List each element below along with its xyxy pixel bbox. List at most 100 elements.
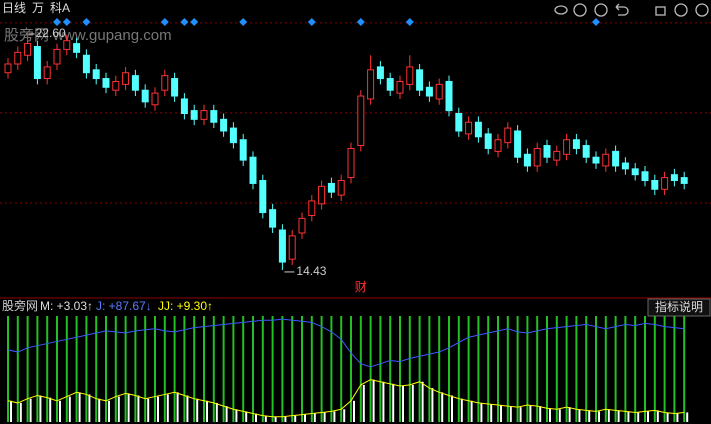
candle-body [122, 72, 130, 85]
jj-label: JJ: +9.30↑ [158, 299, 213, 313]
candle-body [367, 69, 375, 100]
stock[interactable]: 科A [50, 1, 70, 15]
unit[interactable]: 万 [32, 1, 44, 15]
m-label: M: +3.03↑ [40, 299, 93, 313]
signal-marker [356, 18, 365, 26]
candle-body [680, 177, 688, 184]
signal-marker [592, 18, 600, 26]
indicator-button[interactable] [647, 298, 711, 317]
indicator-name: 股旁网 [2, 298, 38, 313]
candle-body [661, 177, 669, 190]
candle-body [43, 66, 51, 80]
candle-body [670, 174, 678, 182]
signal-marker [405, 18, 414, 26]
candle-body [239, 139, 247, 161]
candle-body [612, 150, 620, 167]
zoom-in-icon[interactable] [674, 3, 688, 17]
candle-body [278, 229, 286, 263]
candle-body [553, 150, 561, 161]
toolbar-icons [554, 3, 709, 17]
candle-body [465, 121, 473, 135]
candle-body [484, 133, 492, 149]
period[interactable]: 日线 [2, 1, 26, 15]
signal-marker [180, 18, 189, 26]
event-marker: 财 [355, 280, 367, 294]
candle-body [386, 78, 394, 91]
candle-body [112, 80, 120, 91]
candle-body [229, 127, 237, 144]
candle-body [131, 75, 139, 91]
candle-body [455, 113, 463, 132]
candle-body [259, 180, 267, 214]
j-label: J: +87.67↓ [96, 299, 152, 313]
min-label: 14.43 [296, 264, 326, 278]
undo-icon[interactable] [615, 3, 629, 16]
candle-body [161, 75, 169, 91]
candle-body [171, 78, 179, 97]
candle-body [621, 162, 629, 170]
candle-body [602, 153, 610, 167]
candle-body [572, 139, 580, 149]
candle-body [543, 145, 551, 158]
candle-body [533, 147, 541, 167]
candle-body [141, 89, 149, 103]
candle-body [327, 182, 335, 193]
signal-marker [307, 18, 316, 26]
signal-marker [53, 18, 61, 26]
candle-body [190, 110, 198, 120]
candle-body [406, 66, 414, 85]
candle-body [641, 171, 649, 182]
candle-body [416, 69, 424, 91]
candle-body [376, 66, 384, 80]
candle-body [504, 127, 512, 144]
candle-body [180, 98, 188, 115]
signal-marker [239, 18, 248, 26]
candle-body [4, 63, 12, 74]
candle-body [523, 153, 531, 167]
candle-body [651, 180, 659, 190]
candle-body [396, 80, 404, 94]
candle-body [563, 139, 571, 155]
candle-body [63, 40, 71, 50]
signal-marker [160, 18, 169, 26]
candle-body [445, 80, 453, 112]
candle-body [435, 83, 443, 100]
clock-icon[interactable] [573, 3, 587, 17]
candle-body [514, 130, 522, 158]
candle-body [337, 180, 345, 196]
play-icon[interactable] [594, 3, 608, 17]
candle-body [582, 145, 590, 158]
candle-body [318, 185, 326, 205]
zoom-out-icon[interactable] [695, 3, 709, 17]
candle-body [269, 209, 277, 228]
candle-body [210, 110, 218, 123]
watermark: 股旁网 www.gupang.com [4, 27, 172, 44]
candle-body [151, 92, 159, 106]
candle-body [33, 46, 41, 80]
eye-icon[interactable] [554, 5, 568, 15]
candle-body [288, 235, 296, 260]
candle-body [631, 168, 639, 176]
candle-body [24, 43, 32, 56]
candle-body [73, 43, 81, 53]
candle-body [14, 51, 22, 65]
candle-body [249, 156, 257, 184]
candle-body [474, 121, 482, 138]
lock-icon[interactable] [655, 6, 666, 16]
candle-body [425, 86, 433, 97]
candle-body [494, 139, 502, 152]
candle-body [82, 54, 90, 74]
candle-body [592, 156, 600, 164]
candle-body [220, 118, 228, 132]
candle-body [53, 48, 61, 65]
candle-body [298, 217, 306, 234]
signal-marker [190, 18, 199, 26]
indicator-button-label[interactable]: 指标说明 [655, 299, 703, 314]
signal-marker [62, 18, 71, 26]
indicator-line [7, 318, 685, 368]
max-label: 22.60 [36, 26, 66, 40]
candle-body [357, 95, 365, 147]
candle-body [308, 200, 316, 216]
